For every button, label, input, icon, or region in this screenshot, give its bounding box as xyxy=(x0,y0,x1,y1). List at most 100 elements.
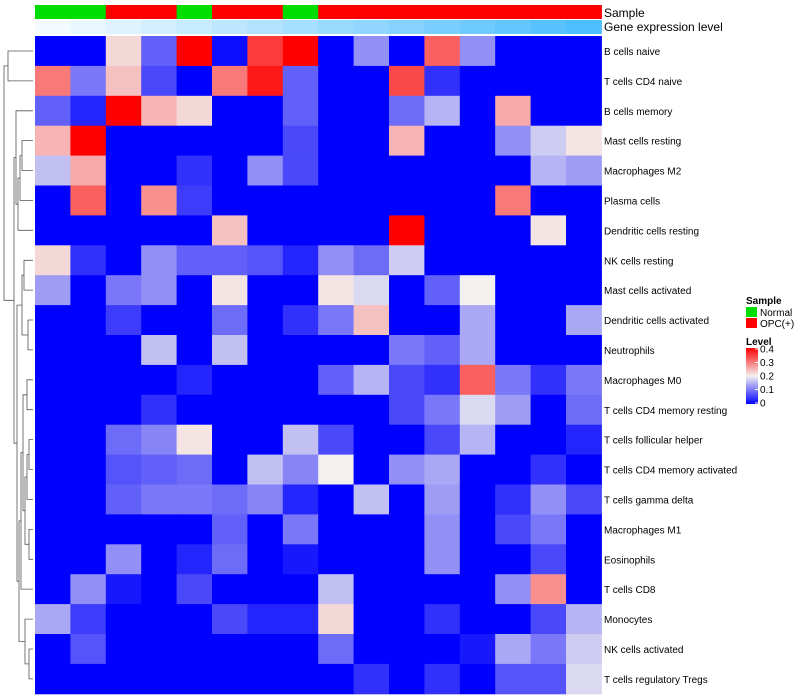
legend-tick-label: 0 xyxy=(760,399,766,410)
heatmap-cell xyxy=(459,364,496,396)
heatmap-cell xyxy=(495,155,532,186)
dendrogram-branch xyxy=(3,65,14,301)
heatmap-cell xyxy=(105,544,142,575)
heatmap-cell xyxy=(247,364,284,396)
heatmap-cell xyxy=(566,335,602,366)
dendrogram-branch xyxy=(27,319,33,351)
heatmap-cell xyxy=(141,454,178,485)
heatmap-cell xyxy=(389,65,425,97)
heatmap-cell xyxy=(353,305,390,336)
heatmap-cell xyxy=(212,364,248,396)
heatmap-cell xyxy=(212,305,248,336)
heatmap-cell xyxy=(424,155,461,186)
heatmap-cell xyxy=(176,155,213,186)
heatmap-cell xyxy=(212,544,248,575)
heatmap-cell xyxy=(35,514,71,545)
heatmap-cell xyxy=(459,305,496,336)
expression-track-label: Gene expression level xyxy=(604,20,723,34)
heatmap-cell xyxy=(247,604,284,635)
heatmap-cell xyxy=(353,185,390,216)
row-label: Dendritic cells resting xyxy=(604,226,699,237)
heatmap-cell xyxy=(176,215,213,246)
heatmap-cell xyxy=(424,215,461,246)
heatmap-cell xyxy=(176,574,213,605)
heatmap-cell xyxy=(459,275,496,306)
row-dendrogram xyxy=(3,50,33,680)
heatmap-cell xyxy=(566,544,602,575)
heatmap-cell xyxy=(318,36,355,67)
heatmap-cell xyxy=(530,663,567,695)
heatmap-cell xyxy=(424,95,461,127)
sample-annotation-cell xyxy=(566,5,602,19)
heatmap-cell xyxy=(105,215,142,246)
heatmap-cell xyxy=(353,95,390,127)
heatmap-cell xyxy=(35,185,71,216)
heatmap-cell xyxy=(141,335,178,366)
heatmap-cell xyxy=(35,454,71,485)
sample-annotation-cell xyxy=(176,5,213,19)
legend-swatch xyxy=(746,318,757,328)
dendrogram-branch xyxy=(28,439,33,470)
heatmap-cell xyxy=(35,275,71,306)
sample-annotation-track xyxy=(35,5,602,19)
heatmap-cell xyxy=(141,364,178,396)
expression-annotation-cell xyxy=(176,20,213,34)
heatmap-cell xyxy=(105,634,142,665)
heatmap-cell xyxy=(566,634,602,665)
heatmap-cell xyxy=(247,125,284,157)
heatmap-cell xyxy=(495,36,532,67)
heatmap-cell xyxy=(459,65,496,97)
heatmap-cell xyxy=(212,604,248,635)
heatmap-cell xyxy=(282,245,319,276)
heatmap-cell xyxy=(353,544,390,575)
heatmap-cell xyxy=(530,454,567,485)
heatmap-cell xyxy=(282,185,319,216)
row-label: Macrophages M1 xyxy=(604,525,682,536)
heatmap-cell xyxy=(247,185,284,216)
heatmap-cell xyxy=(212,65,248,97)
heatmap-cell xyxy=(35,364,71,396)
heatmap-cell xyxy=(495,663,532,695)
heatmap-cell xyxy=(424,484,461,515)
heatmap-cell xyxy=(353,454,390,485)
heatmap-cell xyxy=(141,574,178,605)
legend-tick-label: 0.4 xyxy=(760,345,774,356)
heatmap-cell xyxy=(424,305,461,336)
heatmap-cell xyxy=(212,36,248,67)
heatmap-cell xyxy=(566,514,602,545)
heatmap-cell xyxy=(105,275,142,306)
heatmap-cell xyxy=(566,275,602,306)
heatmap-cell xyxy=(495,514,532,545)
heatmap-cell xyxy=(389,335,425,366)
heatmap-cell xyxy=(424,245,461,276)
heatmap-cell xyxy=(530,484,567,515)
expression-annotation-track xyxy=(35,20,602,34)
heatmap-cell xyxy=(247,514,284,545)
heatmap-cell xyxy=(247,275,284,306)
heatmap-cell xyxy=(176,663,213,695)
heatmap-cell xyxy=(247,484,284,515)
heatmap-cell xyxy=(495,335,532,366)
expression-annotation-cell xyxy=(141,20,178,34)
heatmap-cell xyxy=(566,663,602,695)
heatmap-cell xyxy=(70,424,107,456)
heatmap-cell xyxy=(318,335,355,366)
heatmap-cell xyxy=(353,574,390,605)
row-label: Eosinophils xyxy=(604,555,655,566)
heatmap-cell xyxy=(212,335,248,366)
heatmap-cell xyxy=(282,335,319,366)
heatmap-cell xyxy=(282,544,319,575)
heatmap-cell xyxy=(282,514,319,545)
heatmap-cell xyxy=(495,604,532,635)
dendrogram-branch xyxy=(26,454,33,500)
heatmap-cell xyxy=(530,364,567,396)
expression-annotation-cell xyxy=(318,20,355,34)
heatmap-cell xyxy=(247,305,284,336)
heatmap-cell xyxy=(105,65,142,97)
heatmap-cell xyxy=(459,215,496,246)
heatmap-cell xyxy=(35,544,71,575)
heatmap-cell xyxy=(105,245,142,276)
heatmap-cell xyxy=(495,245,532,276)
heatmap-cell xyxy=(389,424,425,456)
row-label: Plasma cells xyxy=(604,196,660,207)
